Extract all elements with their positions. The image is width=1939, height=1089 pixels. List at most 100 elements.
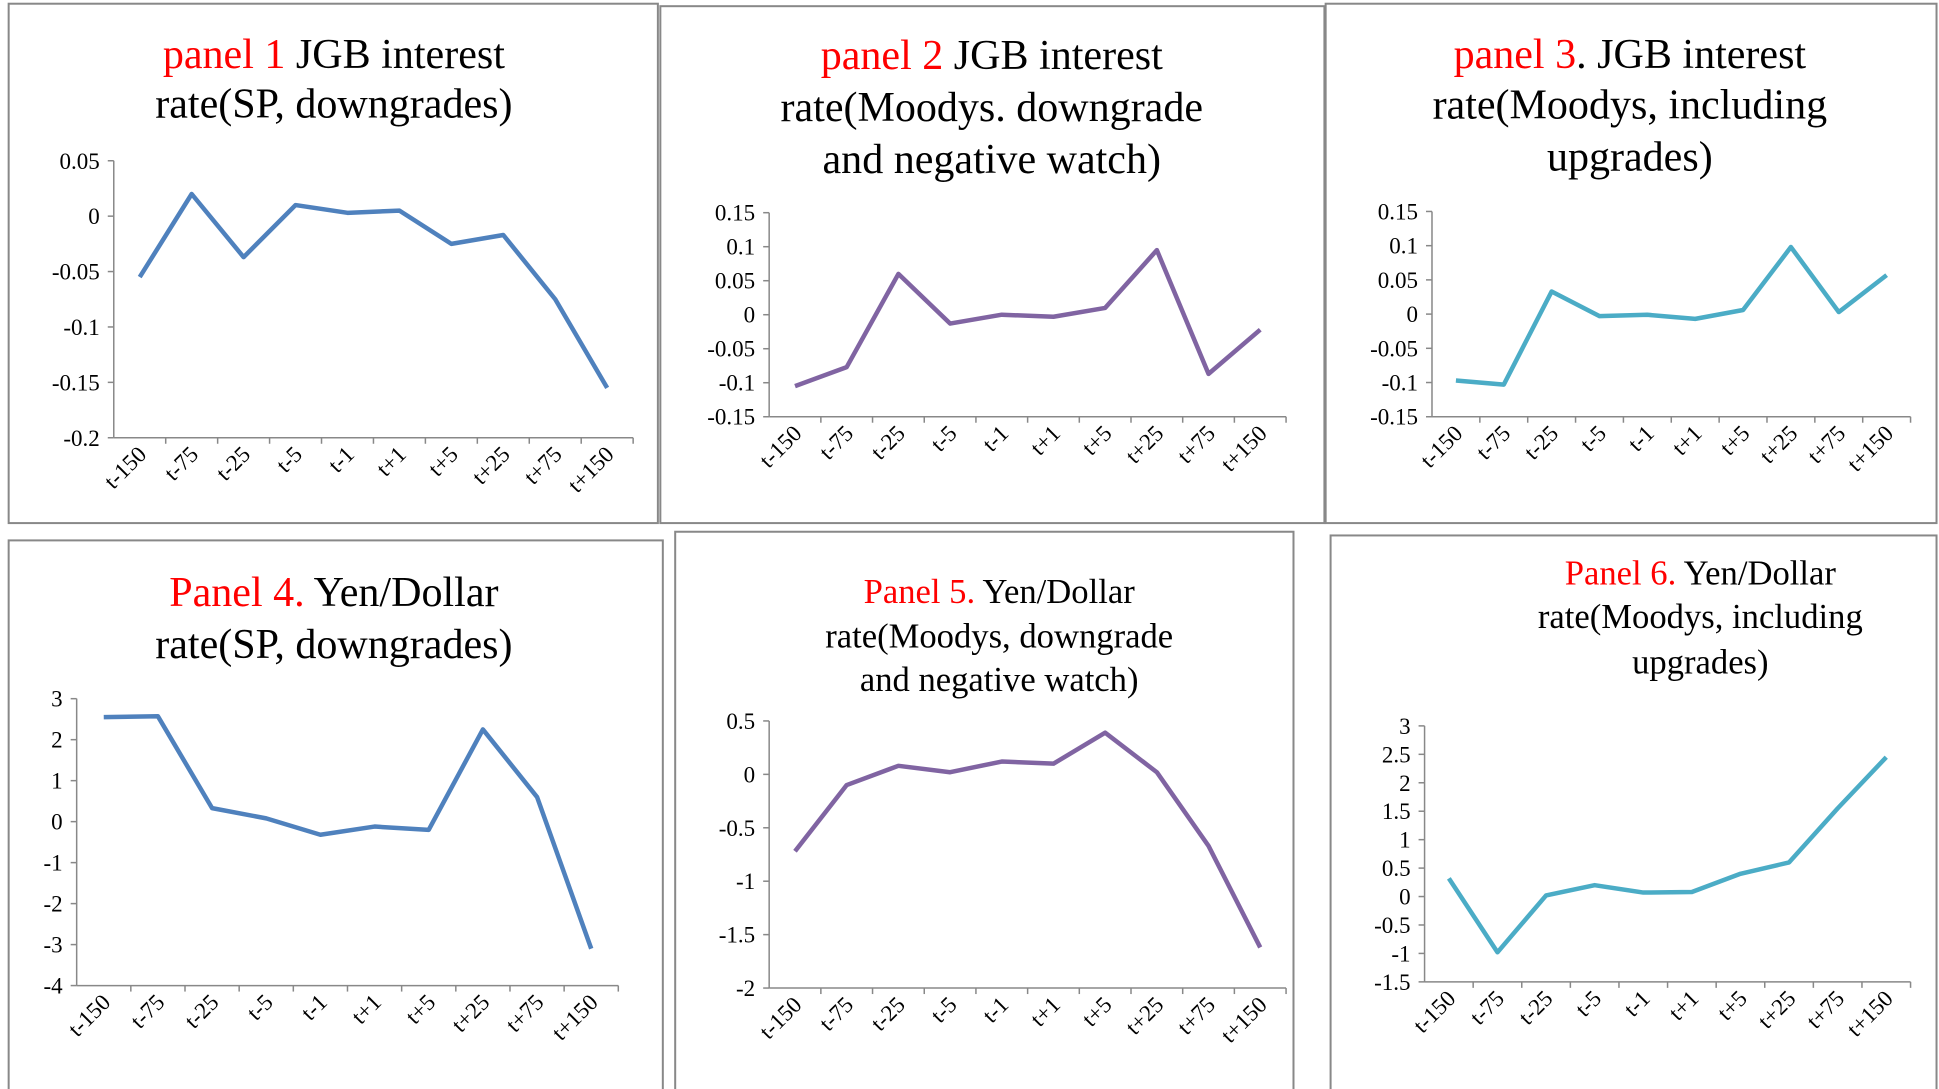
panel-border <box>1324 2 1938 525</box>
title-line: . JGB interest <box>1576 32 1806 78</box>
x-tick-label: t-5 <box>926 992 962 1028</box>
y-tick-label: 0 <box>744 762 756 787</box>
x-tick-label: t+150 <box>1216 421 1272 477</box>
chart-title: rate(Moodys, including <box>1433 83 1828 129</box>
chart-title: Panel 5. Yen/Dollar <box>864 573 1136 611</box>
x-tick-label: t+75 <box>1172 992 1220 1040</box>
y-tick-label: -0.05 <box>1370 336 1418 361</box>
y-tick-label: -2 <box>43 892 62 917</box>
y-tick-label: -0.1 <box>63 315 99 340</box>
x-tick-label: t-25 <box>180 989 224 1033</box>
y-tick-label: -3 <box>43 933 62 958</box>
y-tick-label: -0.15 <box>707 405 755 430</box>
x-tick-label: t-5 <box>1575 421 1611 457</box>
x-tick-label: t-25 <box>866 421 910 465</box>
panel: panel 3. JGB interest rate(Moodys, includ… <box>1324 2 1938 525</box>
x-tick-label: t-150 <box>1415 421 1467 473</box>
panel-border <box>7 2 659 525</box>
panel-border <box>659 5 1326 525</box>
y-tick-label: 0.15 <box>715 201 755 226</box>
x-tick-label: t+25 <box>1121 421 1169 469</box>
x-tick-label: t-75 <box>814 421 858 465</box>
y-tick-label: 0.5 <box>1382 856 1411 881</box>
x-tick-label: t+75 <box>501 989 549 1037</box>
y-tick-label: -1.5 <box>719 923 755 948</box>
x-tick-label: t+25 <box>1755 421 1803 469</box>
x-tick-label: t+75 <box>519 442 567 490</box>
x-tick-label: t+1 <box>1667 421 1707 461</box>
x-tick-label: t-150 <box>755 421 807 473</box>
panel: Panel 5. Yen/Dollar rate(Moodys, downgrad… <box>674 530 1295 1089</box>
chart-title: Panel 4. Yen/Dollar <box>169 570 498 616</box>
data-line <box>1455 244 1889 387</box>
chart-title: panel 2 JGB interest <box>821 33 1163 79</box>
x-tick-label: t-1 <box>296 989 332 1025</box>
x-tick-label: t-150 <box>1408 986 1460 1038</box>
x-tick-label: t+75 <box>1172 421 1220 469</box>
y-tick-label: -0.5 <box>1374 913 1410 938</box>
chart-title: panel 3. JGB interest <box>1454 32 1807 78</box>
x-tick-label: t+5 <box>1077 421 1117 461</box>
panel: Panel 4. Yen/Dollar rate(SP, downgrades) -… <box>7 539 664 1089</box>
x-tick-label: t+5 <box>1712 986 1752 1026</box>
x-tick-label: t-75 <box>1471 421 1515 465</box>
y-tick-label: -1 <box>736 869 755 894</box>
x-tick-label: t+1 <box>1025 992 1065 1032</box>
title-highlight: Panel 5. <box>864 573 976 611</box>
x-tick-label: t+5 <box>1715 421 1755 461</box>
chart-title: rate(SP, downgrades) <box>155 81 512 127</box>
panel: Panel 6. Yen/Dollar rate(Moodys, includin… <box>1329 534 1938 1089</box>
title-line: JGB interest <box>285 32 505 78</box>
chart-title: Panel 6. Yen/Dollar <box>1565 555 1837 593</box>
y-tick-label: -0.1 <box>719 371 755 396</box>
x-tick-label: t-5 <box>1570 986 1606 1022</box>
x-tick-label: t-25 <box>1514 986 1558 1030</box>
title-line: Yen/Dollar <box>1676 555 1836 593</box>
x-tick-label: t-25 <box>1519 421 1563 465</box>
y-tick-label: -0.5 <box>719 816 755 841</box>
title-line: Yen/Dollar <box>975 573 1135 611</box>
x-tick-label: t+150 <box>1216 992 1272 1048</box>
x-tick-label: t-1 <box>1619 986 1655 1022</box>
y-tick-label: 2 <box>1399 771 1411 796</box>
x-tick-label: t+75 <box>1803 421 1851 469</box>
y-tick-label: -2 <box>736 976 755 1001</box>
y-tick-label: -1.5 <box>1374 970 1410 995</box>
y-tick-label: 0.1 <box>726 235 755 260</box>
panel-border <box>7 539 664 1089</box>
y-tick-label: 0.05 <box>715 269 755 294</box>
x-tick-label: t-150 <box>63 989 115 1041</box>
x-tick-label: t+25 <box>1753 986 1801 1034</box>
x-tick-label: t+1 <box>1025 421 1065 461</box>
panel-border <box>1329 534 1938 1089</box>
x-tick-label: t+25 <box>467 442 515 490</box>
x-tick-label: t+150 <box>563 442 619 498</box>
title-highlight: panel 1 <box>163 32 286 78</box>
y-tick-label: -1 <box>43 851 62 876</box>
y-tick-label: -4 <box>43 974 63 999</box>
x-tick-label: t-75 <box>159 442 203 486</box>
x-tick-label: t-75 <box>1465 986 1509 1030</box>
title-highlight: Panel 6. <box>1565 555 1677 593</box>
y-tick-label: -0.15 <box>1370 405 1418 430</box>
x-tick-label: t-75 <box>814 992 858 1036</box>
y-tick-label: -0.2 <box>63 426 99 451</box>
y-tick-label: 2 <box>51 728 63 753</box>
x-tick-label: t-1 <box>1623 421 1659 457</box>
x-tick-label: t-5 <box>271 442 307 478</box>
y-tick-label: 0 <box>1406 302 1418 327</box>
y-tick-label: 0.15 <box>1378 199 1418 224</box>
y-tick-label: -0.05 <box>707 337 755 362</box>
x-tick-label: t+25 <box>447 989 495 1037</box>
y-tick-label: 1 <box>1399 828 1411 853</box>
x-tick-label: t+1 <box>347 989 387 1029</box>
x-tick-label: t+150 <box>1842 421 1898 477</box>
y-tick-label: 0.1 <box>1389 234 1418 259</box>
x-tick-label: t-5 <box>242 989 278 1025</box>
x-tick-label: t+5 <box>1077 992 1117 1032</box>
y-tick-label: -1 <box>1391 941 1410 966</box>
data-line <box>794 247 1262 389</box>
y-tick-label: 0 <box>1399 885 1411 910</box>
